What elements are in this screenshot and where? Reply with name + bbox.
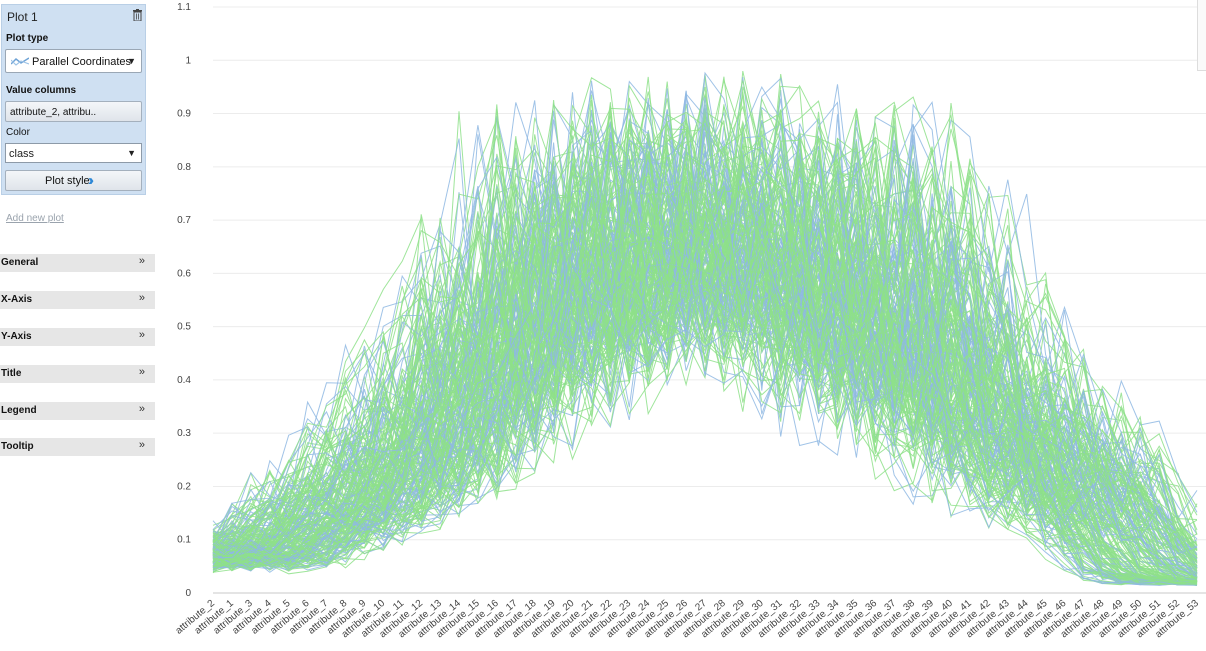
plot-style-button[interactable]: Plot style ›› xyxy=(5,170,142,191)
y-tick-label: 0.2 xyxy=(177,481,191,492)
plot-style-label: Plot style xyxy=(45,175,90,187)
series-line xyxy=(212,111,1198,584)
y-tick-label: 0 xyxy=(185,588,191,599)
color-select[interactable]: class ▼ xyxy=(5,143,142,163)
series-line xyxy=(212,76,1198,585)
double-chevron-right-icon: ›› xyxy=(88,172,94,189)
triangle-down-icon: ▼ xyxy=(127,148,136,158)
series-line xyxy=(212,243,1198,584)
series-lines xyxy=(212,70,1198,586)
series-line xyxy=(212,238,1198,575)
plot-type-select[interactable]: Parallel Coordinates ▼ xyxy=(5,49,142,73)
section-label: Y-Axis xyxy=(1,331,32,342)
series-line xyxy=(212,206,1198,572)
series-line xyxy=(212,198,1198,586)
series-line xyxy=(212,256,1198,586)
add-new-plot-link[interactable]: Add new plot xyxy=(6,213,64,224)
y-tick-label: 0.6 xyxy=(177,268,191,279)
series-line xyxy=(212,173,1198,571)
section-legend[interactable]: Legend » xyxy=(0,402,155,420)
section-label: Legend xyxy=(1,405,37,416)
y-tick-label: 0.8 xyxy=(177,162,191,173)
value-columns-button[interactable]: attribute_2, attribu.. xyxy=(5,101,142,122)
double-chevron-down-icon: » xyxy=(138,366,145,378)
parallel-coordinates-icon xyxy=(11,57,29,66)
double-chevron-down-icon: » xyxy=(138,255,145,267)
double-chevron-down-icon: » xyxy=(138,292,145,304)
chart-canvas: 00.10.20.30.40.50.60.70.80.911.1attribut… xyxy=(174,2,1206,640)
chart-scrollbar[interactable] xyxy=(1197,0,1206,71)
section-label: X-Axis xyxy=(1,294,33,305)
plot-type-label: Plot type xyxy=(6,33,49,44)
series-line xyxy=(212,84,1198,554)
plot-title: Plot 1 xyxy=(7,10,38,24)
double-chevron-down-icon: » xyxy=(138,403,145,415)
plot-1-panel: Plot 1 Plot type Parallel Coordinates ▼ … xyxy=(1,4,146,195)
y-tick-label: 0.9 xyxy=(177,109,191,120)
series-line xyxy=(212,113,1198,579)
series-line xyxy=(212,150,1198,585)
series-line xyxy=(212,144,1198,565)
y-tick-label: 0.7 xyxy=(177,215,191,226)
y-tick-label: 1.1 xyxy=(177,2,191,13)
series-line xyxy=(212,204,1198,586)
series-line xyxy=(212,132,1198,584)
trash-icon[interactable] xyxy=(133,9,142,21)
series-line xyxy=(212,80,1198,584)
series-line xyxy=(212,211,1198,568)
series-line xyxy=(212,86,1198,566)
section-y-axis[interactable]: Y-Axis » xyxy=(0,328,155,346)
parallel-coordinates-chart: 0 0.1 0.2 0.3 0.4 0.5 0.6 0.7 0.8 0.9 1 1.1 attribut… xyxy=(157,0,1206,651)
value-columns-value: attribute_2, attribu.. xyxy=(10,107,97,118)
double-chevron-down-icon: » xyxy=(138,439,145,451)
section-label: General xyxy=(1,257,39,268)
series-line xyxy=(212,97,1198,577)
y-tick-label: 0.1 xyxy=(177,535,191,546)
plot-type-value: Parallel Coordinates xyxy=(32,56,132,68)
color-value: class xyxy=(9,148,35,160)
triangle-down-icon: ▼ xyxy=(127,56,136,66)
y-tick-label: 1 xyxy=(185,55,191,66)
series-line xyxy=(212,100,1198,584)
y-tick-label: 0.3 xyxy=(177,428,191,439)
value-columns-label: Value columns xyxy=(6,85,77,96)
section-label: Tooltip xyxy=(1,441,34,452)
series-line xyxy=(212,165,1198,586)
section-label: Title xyxy=(1,368,22,379)
color-label: Color xyxy=(6,127,30,138)
y-tick-label: 0.4 xyxy=(177,375,191,386)
series-line xyxy=(212,240,1198,575)
plot-settings-sidebar: Plot 1 Plot type Parallel Coordinates ▼ … xyxy=(0,0,157,651)
series-line xyxy=(212,175,1198,582)
section-title[interactable]: Title » xyxy=(0,365,155,383)
series-line xyxy=(212,164,1198,584)
series-line xyxy=(212,174,1198,563)
section-x-axis[interactable]: X-Axis » xyxy=(0,291,155,309)
series-line xyxy=(212,230,1198,586)
y-tick-label: 0.5 xyxy=(177,322,191,333)
double-chevron-down-icon: » xyxy=(138,329,145,341)
series-line xyxy=(212,251,1198,586)
section-tooltip[interactable]: Tooltip » xyxy=(0,438,155,456)
series-line xyxy=(212,104,1198,582)
series-line xyxy=(212,122,1198,585)
section-general[interactable]: General » xyxy=(0,254,155,272)
